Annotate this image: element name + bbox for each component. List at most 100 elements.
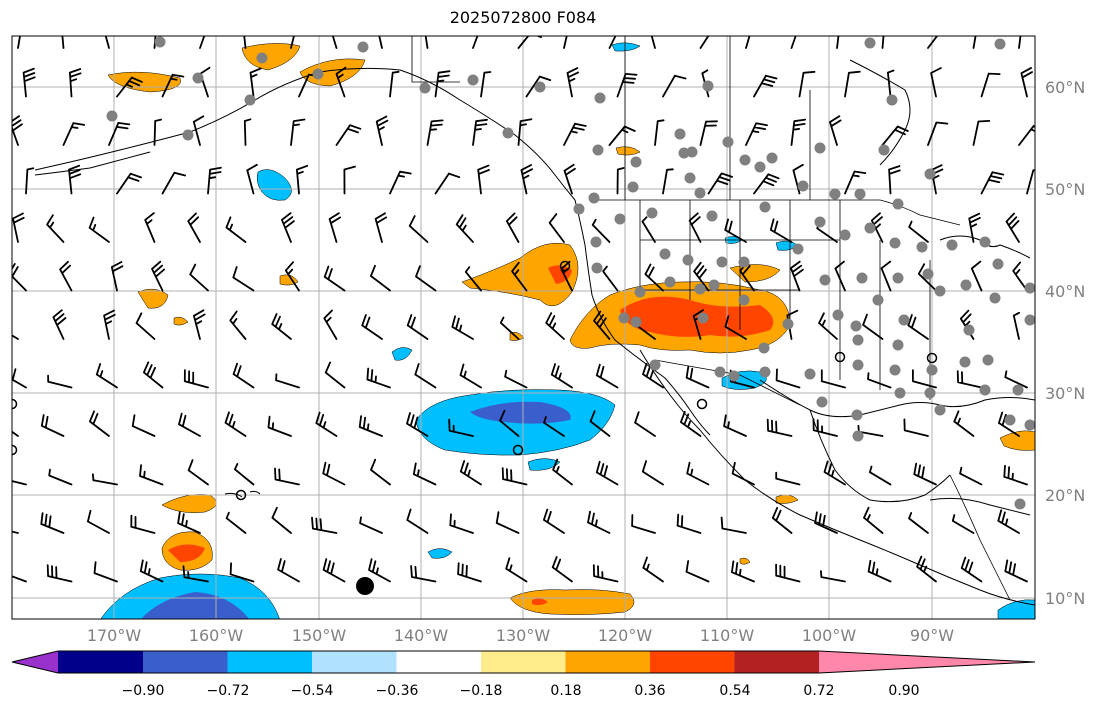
wind-barb	[608, 125, 636, 146]
station-open-circle	[235, 489, 247, 501]
station-dot	[963, 324, 975, 336]
colorbar-segment	[396, 651, 481, 673]
wind-barb	[769, 218, 793, 243]
wind-barb	[887, 69, 895, 98]
lat-label: 20°N	[1045, 486, 1086, 505]
wind-barb	[790, 118, 807, 146]
station-dot	[1024, 314, 1035, 326]
wind-barb	[927, 121, 949, 146]
wind-barb	[46, 214, 65, 243]
station-dot	[754, 161, 766, 173]
lon-label: 140°W	[393, 626, 449, 645]
station-dot	[792, 243, 804, 255]
colorbar-segment	[143, 651, 228, 673]
coastlines	[34, 59, 1035, 606]
wind-barb	[284, 261, 300, 292]
station-dot	[922, 268, 934, 280]
wind-barb	[685, 365, 710, 389]
station-dot	[1024, 419, 1035, 431]
station-dot	[738, 294, 750, 306]
station-dot	[634, 286, 646, 298]
station-dot	[591, 262, 603, 274]
station-dot	[832, 309, 844, 321]
anomaly-fill	[256, 169, 292, 201]
station-dot	[960, 279, 972, 291]
station-dot	[766, 152, 778, 164]
lon-label: 100°W	[801, 626, 857, 645]
wind-barb	[139, 464, 164, 486]
wind-barb	[644, 263, 664, 292]
wind-barb	[178, 412, 201, 437]
wind-barb	[93, 561, 118, 583]
anomaly-fill	[615, 146, 641, 156]
lon-label: 170°W	[86, 626, 142, 645]
wind-barb	[834, 260, 846, 292]
station-dot	[714, 366, 726, 378]
colorbar-tick-label: −0.54	[290, 683, 334, 699]
station-dot	[716, 256, 728, 268]
wind-barb	[370, 264, 391, 292]
lat-label: 10°N	[1045, 589, 1086, 608]
wind-barb	[131, 414, 156, 437]
wind-barb	[135, 312, 156, 340]
station-dot	[758, 342, 770, 354]
station-dot	[982, 354, 994, 366]
wind-barb	[566, 67, 580, 98]
station-dot	[678, 147, 690, 159]
wind-barb	[224, 411, 247, 437]
station-dot	[154, 36, 166, 48]
wind-barb	[595, 460, 619, 486]
wind-barb	[970, 260, 983, 292]
station-dot	[1024, 282, 1035, 294]
station-dot	[694, 187, 706, 199]
wind-barb	[775, 563, 801, 583]
wind-barb	[406, 508, 429, 534]
colorbar-tick-label: −0.90	[121, 683, 165, 699]
wind-barb	[59, 260, 73, 292]
negative-anomaly-fills	[100, 42, 1035, 619]
wind-barb	[844, 170, 867, 195]
wind-barb	[116, 172, 142, 195]
station-dot	[850, 320, 862, 332]
wind-barb	[641, 460, 664, 486]
station-dot	[534, 81, 546, 93]
wind-barb	[87, 509, 110, 534]
wind-barb	[182, 565, 209, 583]
station-dot	[467, 74, 479, 86]
wind-barb	[870, 212, 884, 243]
wind-barb	[980, 72, 1001, 98]
station-dot	[244, 94, 256, 106]
wind-barb	[153, 118, 162, 146]
wind-barb	[685, 560, 710, 583]
wind-barb	[480, 71, 492, 98]
lon-label: 90°W	[909, 626, 955, 645]
gulf-mexico-west	[809, 409, 951, 503]
wind-barb	[591, 218, 611, 243]
wind-barb	[151, 260, 165, 292]
station-dot	[614, 213, 626, 225]
station-dot	[864, 222, 876, 234]
wind-barb	[48, 468, 73, 486]
wind-barb	[406, 412, 429, 437]
wind-barb	[968, 212, 981, 243]
wind-barb	[459, 460, 482, 486]
wind-barb	[426, 119, 444, 146]
wind-barb	[790, 36, 797, 49]
wind-barb	[110, 261, 124, 292]
wind-barb	[823, 460, 846, 486]
wind-barb	[723, 414, 747, 437]
west-coast-na	[574, 199, 711, 436]
baja-california	[639, 349, 701, 431]
colorbar-outline	[11, 650, 1036, 674]
wind-barb	[680, 410, 702, 437]
station-dot	[892, 198, 904, 210]
station-dot	[759, 201, 771, 213]
station-dot	[702, 80, 714, 92]
wind-barb	[903, 418, 929, 437]
wind-barb	[68, 164, 82, 195]
anomaly-fill	[173, 316, 189, 326]
station-dot	[934, 285, 946, 297]
station-dot	[694, 283, 706, 295]
station-dot	[979, 384, 991, 396]
